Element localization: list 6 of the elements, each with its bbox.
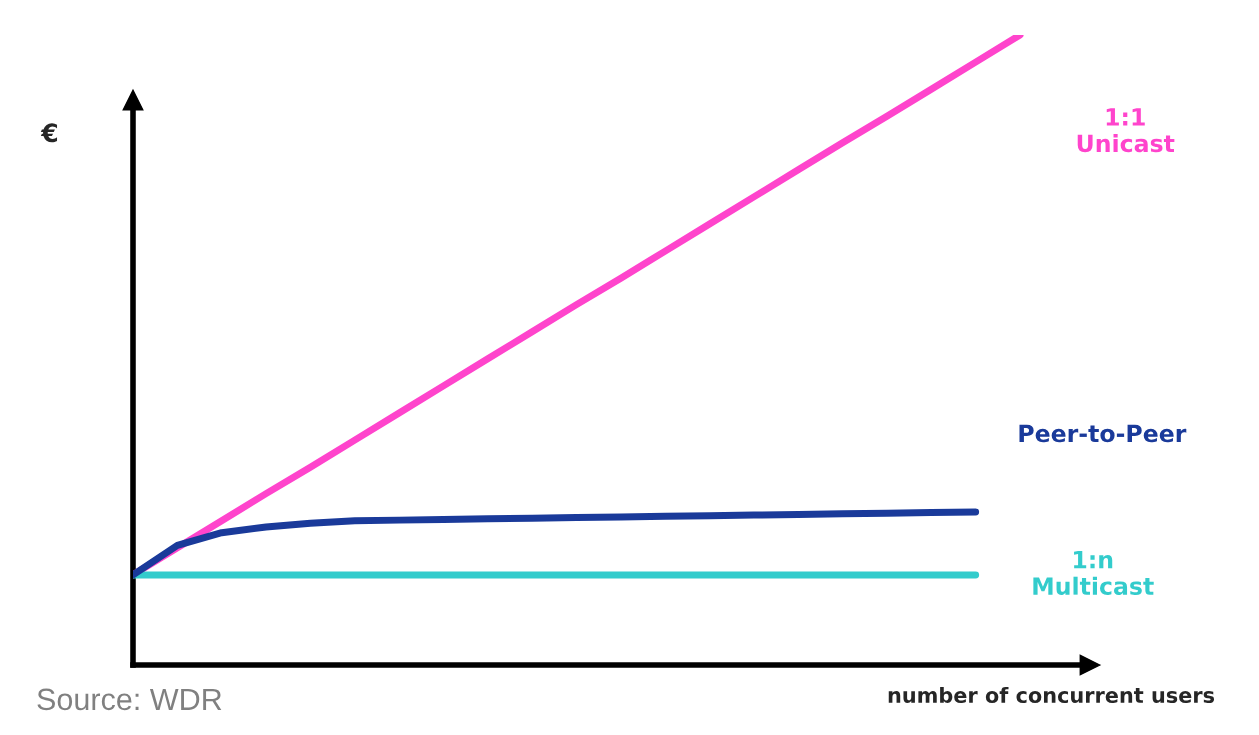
source-note: Source: WDR [37,688,222,711]
text: Peer-to-Peer [1019,424,1187,443]
text: 1:n Multicast [1033,550,1154,595]
y-axis-title: € [40,123,58,143]
text: 1:1 Unicast [1077,108,1175,153]
x-axis-title: number of concurrent users [888,686,1215,704]
